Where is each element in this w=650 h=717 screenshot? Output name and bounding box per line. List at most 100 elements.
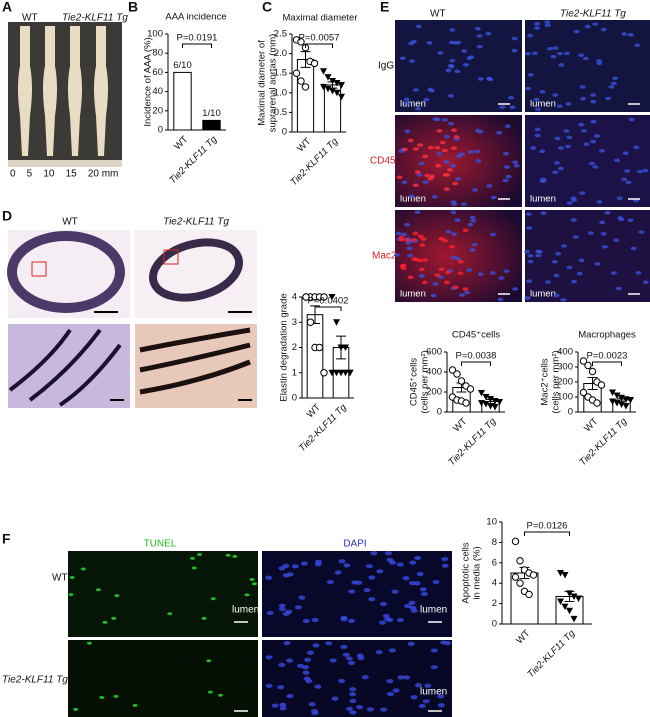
nucleus [397, 675, 405, 680]
nucleus [286, 572, 294, 577]
nucleus [365, 564, 373, 569]
x-tick-label: WT [295, 136, 313, 154]
data-point [328, 294, 336, 301]
nucleus [539, 90, 546, 94]
nucleus [527, 33, 534, 38]
panel-letter: D [2, 208, 12, 224]
data-point [320, 293, 328, 301]
data-point [622, 403, 630, 410]
nucleus [530, 146, 537, 150]
row-label: Mac2 [372, 251, 397, 262]
nucleus [605, 96, 612, 101]
data-point [329, 78, 336, 85]
nucleus [616, 196, 623, 201]
nucleus [565, 102, 572, 106]
nucleus [349, 687, 357, 692]
data-point [566, 590, 573, 597]
lumen-label: lumen [530, 289, 556, 300]
nucleus [114, 594, 120, 598]
nucleus [302, 618, 310, 624]
ruler [8, 160, 122, 167]
y-tick-label: 40 [152, 86, 163, 97]
y-tick-label: 0 [282, 127, 287, 138]
y-tick-label: 100 [147, 29, 163, 40]
nucleus [588, 161, 595, 166]
nucleus [466, 268, 473, 272]
nucleus [452, 285, 459, 290]
nucleus [573, 29, 580, 34]
y-tick-label: 400 [426, 367, 442, 378]
nucleus [408, 59, 415, 63]
nucleus [300, 561, 308, 566]
y-tick-label: 0 [568, 407, 573, 418]
nucleus [447, 63, 454, 68]
nucleus [533, 97, 540, 102]
nucleus [608, 85, 615, 89]
nucleus [410, 238, 417, 242]
aortas [18, 26, 108, 156]
data-point [482, 401, 490, 408]
nucleus [404, 238, 411, 242]
data-point [566, 607, 573, 615]
nucleus [621, 32, 628, 36]
nucleus [206, 659, 212, 663]
nucleus [347, 618, 355, 623]
data-point [462, 399, 470, 407]
nucleus [443, 280, 450, 285]
nucleus [445, 68, 452, 73]
y-tick-label: 2 [292, 342, 297, 353]
nucleus [197, 553, 203, 557]
nucleus [342, 652, 350, 657]
nucleus [449, 58, 456, 63]
significance-bracket [524, 531, 570, 536]
nucleus [490, 232, 497, 237]
y-tick-label: 3 [292, 317, 297, 328]
nucleus [436, 129, 443, 133]
nucleus [512, 160, 519, 165]
nucleus [444, 641, 452, 646]
nucleus [565, 144, 572, 149]
nucleus [435, 163, 442, 168]
nucleus [535, 249, 542, 254]
nucleus [403, 101, 410, 106]
data-point [338, 81, 345, 89]
nucleus [426, 41, 433, 45]
nucleus [477, 130, 484, 134]
nucleus [404, 603, 412, 609]
y-tick-label: 1.5 [274, 68, 287, 79]
panel-letter: F [2, 531, 11, 547]
nucleus [407, 138, 414, 143]
nucleus [99, 695, 105, 699]
nucleus [445, 229, 452, 234]
nucleus [410, 39, 417, 44]
y-tick-label: 8 [492, 537, 497, 548]
nucleus [596, 61, 603, 66]
nucleus [454, 69, 461, 74]
nucleus [348, 589, 356, 594]
data-point [557, 598, 564, 606]
y-tick-label: 6 [492, 557, 497, 568]
data-point [491, 404, 499, 411]
data-point [511, 573, 520, 581]
panel-letter: E [380, 0, 389, 15]
data-point [448, 366, 457, 374]
nucleus [469, 215, 476, 220]
y-tick-label: 0 [492, 619, 497, 630]
nucleus [578, 53, 585, 57]
data-point [570, 615, 578, 623]
data-point [516, 579, 524, 587]
nucleus [475, 159, 482, 163]
nucleus [457, 271, 464, 276]
group-label: Tie2-KLF11 Tg [163, 217, 229, 228]
nucleus [438, 267, 445, 272]
nucleus [508, 95, 515, 100]
nucleus [95, 588, 101, 592]
value-label: 1/10 [202, 108, 221, 119]
nucleus [422, 180, 429, 184]
nucleus [503, 269, 510, 273]
nucleus [386, 617, 394, 623]
nucleus [403, 97, 410, 102]
nucleus [434, 273, 441, 277]
y-axis-label: Apoptotic cells [461, 542, 472, 604]
nucleus [637, 169, 644, 174]
